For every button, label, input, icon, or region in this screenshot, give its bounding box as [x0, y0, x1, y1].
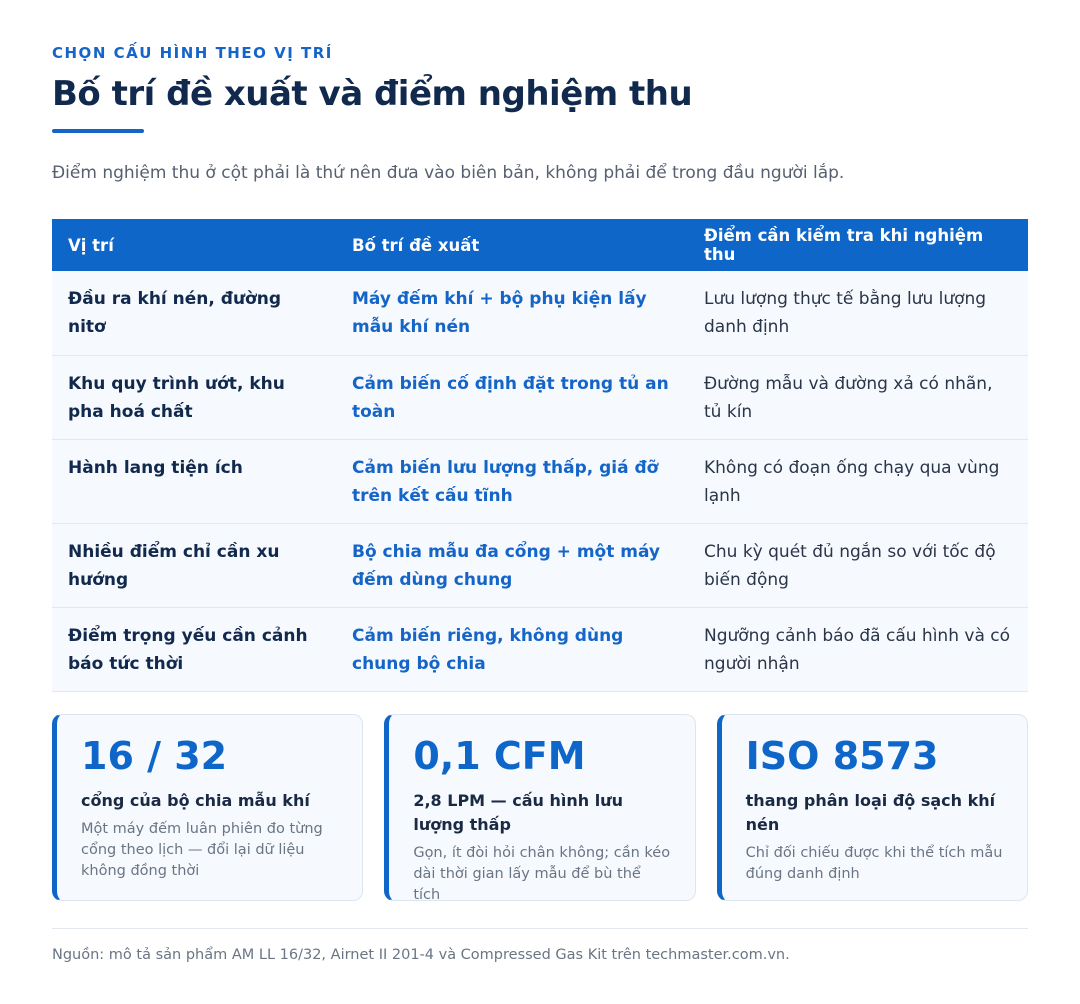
- stat-card: ISO 8573 thang phân loại độ sạch khí nén C…: [716, 714, 1028, 901]
- title-rule: [52, 129, 144, 133]
- table-row: Hành lang tiện ích Cảm biến lưu lượng thấ…: [52, 439, 1028, 524]
- stat-note: Chỉ đối chiếu được khi thể tích mẫu đúng…: [745, 845, 1003, 882]
- table-cell: Đường mẫu và đường xả có nhãn, tủ kín: [688, 355, 1028, 440]
- table-row: Khu quy trình ướt, khu pha hoá chất Cảm b…: [52, 355, 1028, 440]
- stat-card: 0,1 CFM 2,8 LPM — cấu hình lưu lượng thấp…: [384, 714, 696, 903]
- table-cell: Cảm biến cố định đặt trong tủ an toàn: [336, 355, 688, 440]
- stat-label: thang phân loại độ sạch khí nén: [745, 791, 996, 834]
- eyebrow: CHỌN CẤU HÌNH THEO VỊ TRÍ: [52, 44, 333, 62]
- table-cell: Đầu ra khí nén, đường nitơ: [52, 271, 336, 356]
- stat-value: 0,1 CFM: [413, 734, 586, 778]
- stat-label: cổng của bộ chia mẫu khí: [81, 791, 310, 810]
- title: Bố trí đề xuất và điểm nghiệm thu: [52, 74, 693, 114]
- stat-card: 16 / 32 cổng của bộ chia mẫu khí Một máy đ…: [52, 714, 364, 901]
- table: Vị trí Bố trí đề xuất Điểm cần kiểm tra kh…: [52, 219, 1028, 692]
- stat-value: ISO 8573: [745, 734, 939, 778]
- table-row: Đầu ra khí nén, đường nitơ Máy đếm khí + …: [52, 271, 1028, 356]
- stat-note: Gọn, ít đòi hỏi chân không; cần kéo dài …: [413, 845, 671, 903]
- table-cell: Khu quy trình ướt, khu pha hoá chất: [52, 355, 336, 440]
- table-cell: Cảm biến riêng, không dùng chung bộ chia: [336, 607, 688, 692]
- source: Nguồn: mô tả sản phẩm AM LL 16/32, Airne…: [52, 928, 1028, 963]
- cards: 16 / 32 cổng của bộ chia mẫu khí Một máy đ…: [52, 714, 1028, 903]
- column-header: Điểm cần kiểm tra khi nghiệm thu: [688, 219, 1028, 271]
- column-header: Vị trí: [52, 219, 336, 271]
- table-cell: Điểm trọng yếu cần cảnh báo tức thời: [52, 607, 336, 692]
- table-cell: Hành lang tiện ích: [52, 439, 336, 524]
- table-cell: Không có đoạn ống chạy qua vùng lạnh: [688, 439, 1028, 524]
- table-cell: Cảm biến lưu lượng thấp, giá đỡ trên kết…: [336, 439, 688, 524]
- stat-value: 16 / 32: [81, 734, 228, 778]
- stat-label: 2,8 LPM — cấu hình lưu lượng thấp: [413, 791, 623, 834]
- table-cell: Nhiều điểm chỉ cần xu hướng: [52, 523, 336, 608]
- table-row: Nhiều điểm chỉ cần xu hướng Bộ chia mẫu đ…: [52, 523, 1028, 608]
- table-cell: Máy đếm khí + bộ phụ kiện lấy mẫu khí né…: [336, 271, 688, 356]
- table-cell: Chu kỳ quét đủ ngắn so với tốc độ biến đ…: [688, 523, 1028, 608]
- column-header: Bố trí đề xuất: [336, 219, 688, 271]
- stat-note: Một máy đếm luân phiên đo từng cổng theo…: [81, 821, 323, 879]
- table-cell: Bộ chia mẫu đa cổng + một máy đếm dùng c…: [336, 523, 688, 608]
- header-row: Vị trí Bố trí đề xuất Điểm cần kiểm tra kh…: [52, 219, 1028, 271]
- table-cell: Lưu lượng thực tế bằng lưu lượng danh đị…: [688, 271, 1028, 356]
- table-row: Điểm trọng yếu cần cảnh báo tức thời Cảm …: [52, 607, 1028, 692]
- table-cell: Ngưỡng cảnh báo đã cấu hình và có người …: [688, 607, 1028, 692]
- table-body: Đầu ra khí nén, đường nitơ Máy đếm khí + …: [52, 271, 1028, 692]
- intro: Điểm nghiệm thu ở cột phải là thứ nên đư…: [52, 163, 845, 183]
